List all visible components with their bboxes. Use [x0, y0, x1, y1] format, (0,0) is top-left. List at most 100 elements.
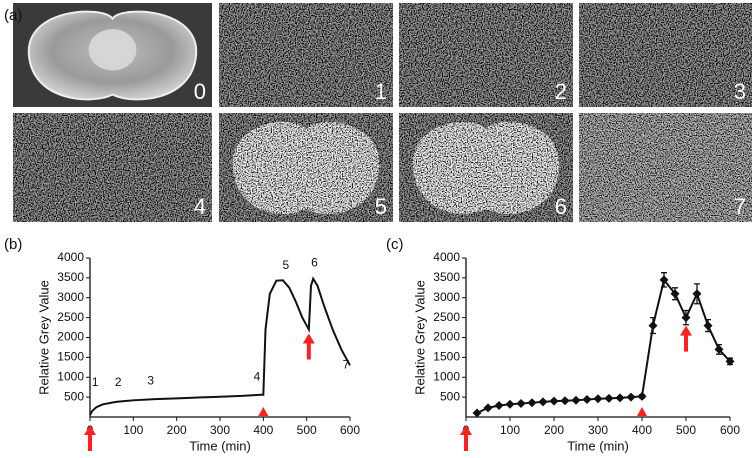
- x-tick-label: 100: [500, 423, 520, 437]
- data-point: [505, 399, 515, 409]
- point-label: 5: [283, 258, 290, 272]
- image-tile: 4: [13, 113, 212, 222]
- image-label: 3: [734, 79, 746, 104]
- data-point: [659, 275, 669, 285]
- y-tick-label: 1000: [433, 369, 460, 383]
- noise: [412, 122, 560, 215]
- data-point: [615, 393, 625, 403]
- data-point: [516, 398, 526, 408]
- data-point: [549, 396, 559, 406]
- y-tick-label: 4000: [57, 250, 84, 264]
- noise: [232, 122, 380, 215]
- data-line: [89, 276, 351, 416]
- y-tick-label: 4000: [433, 250, 460, 264]
- y-tick-label: 2500: [433, 310, 460, 324]
- data-point: [494, 400, 504, 410]
- arrow: [460, 424, 472, 451]
- y-tick-label: 3000: [433, 290, 460, 304]
- image-label: 6: [555, 194, 567, 219]
- arrow: [84, 424, 96, 451]
- panel-label: (a): [4, 7, 22, 24]
- y-tick-label: 1500: [433, 350, 460, 364]
- y-tick-label: 2500: [57, 310, 84, 324]
- image-tile: 6: [399, 113, 573, 222]
- chart: 5001000150020002500300035004000010020030…: [412, 250, 740, 453]
- data-point: [538, 397, 548, 407]
- point-label: 7: [343, 357, 350, 371]
- data-point: [703, 321, 713, 331]
- point-label: 6: [311, 256, 318, 270]
- image-label: 7: [734, 194, 746, 219]
- data-point: [604, 393, 614, 403]
- x-tick-label: 500: [297, 423, 317, 437]
- triangle-marker: [637, 407, 647, 416]
- image-tile: 5: [219, 113, 393, 222]
- data-point: [560, 396, 570, 406]
- x-tick-label: 200: [167, 423, 187, 437]
- data-point: [626, 392, 636, 402]
- data-point: [681, 313, 691, 323]
- y-tick-label: 500: [440, 389, 460, 403]
- image-label: 2: [555, 79, 567, 104]
- x-tick-label: 300: [588, 423, 608, 437]
- image-tile: 3: [579, 3, 752, 107]
- x-tick-label: 600: [340, 423, 360, 437]
- x-tick-label: 500: [676, 423, 696, 437]
- data-point: [472, 408, 482, 418]
- image-label: 5: [375, 194, 387, 219]
- x-tick-label: 200: [544, 423, 564, 437]
- data-point: [582, 395, 592, 405]
- y-tick-label: 1000: [57, 369, 84, 383]
- x-tick-label: 300: [210, 423, 230, 437]
- data-point: [725, 356, 735, 366]
- point-label: 2: [115, 375, 122, 389]
- image-tile: 7: [579, 113, 752, 222]
- data-point: [571, 395, 581, 405]
- triangle-marker: [258, 407, 269, 416]
- x-tick-label: 600: [720, 423, 740, 437]
- y-tick-label: 3500: [57, 270, 84, 284]
- panel-label: (b): [4, 236, 22, 253]
- panel-label: (c): [386, 236, 404, 253]
- data-point: [637, 391, 647, 401]
- data-point: [692, 289, 702, 299]
- x-tick-label: 400: [632, 423, 652, 437]
- image-tile: 0: [13, 3, 212, 107]
- noise: [13, 113, 212, 222]
- point-label: 3: [147, 374, 154, 388]
- noise: [399, 3, 573, 107]
- data-point: [483, 403, 493, 413]
- arrow: [302, 333, 315, 360]
- chart: 5001000150020002500300035004000010020030…: [36, 250, 360, 453]
- y-axis-title: Relative Grey Value: [36, 280, 51, 395]
- x-axis-title: Time (min): [567, 438, 629, 453]
- image-tile: 1: [219, 3, 393, 107]
- data-point: [714, 344, 724, 354]
- noise: [579, 3, 752, 107]
- image-label: 4: [194, 194, 206, 219]
- x-tick-label: 400: [253, 423, 273, 437]
- y-tick-label: 3500: [433, 270, 460, 284]
- point-label: 4: [254, 369, 261, 383]
- data-point: [670, 289, 680, 299]
- image-label: 1: [375, 79, 387, 104]
- data-line: [476, 277, 731, 414]
- arrow: [680, 325, 692, 352]
- x-axis-title: Time (min): [189, 438, 251, 453]
- point-label: 1: [92, 375, 99, 389]
- image-label: 0: [194, 79, 206, 104]
- y-tick-label: 2000: [433, 330, 460, 344]
- image-grid: 0 1 2 3 4 5 6 7: [13, 3, 752, 222]
- brain-core: [88, 29, 137, 71]
- noise: [579, 113, 752, 222]
- y-axis-title: Relative Grey Value: [412, 280, 427, 395]
- y-tick-label: 2000: [57, 330, 84, 344]
- noise: [219, 3, 393, 107]
- data-point: [527, 398, 537, 408]
- data-point: [648, 321, 658, 331]
- x-tick-label: 100: [123, 423, 143, 437]
- y-tick-label: 1500: [57, 350, 84, 364]
- y-tick-label: 3000: [57, 290, 84, 304]
- data-point: [593, 394, 603, 404]
